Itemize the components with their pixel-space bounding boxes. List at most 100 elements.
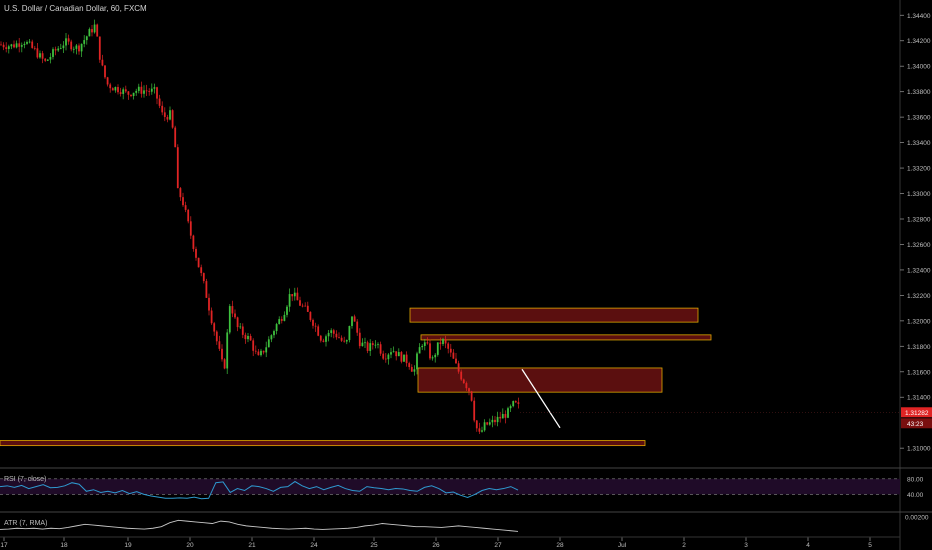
candle-body: [189, 221, 192, 236]
candle-body: [499, 416, 502, 419]
candle-body: [345, 340, 348, 342]
candle-body: [442, 339, 444, 345]
price-tag-label: 1.31282: [905, 410, 929, 417]
candle-body: [236, 317, 239, 328]
candle-body: [208, 297, 210, 311]
candle-body: [171, 110, 174, 128]
candle-body: [143, 90, 145, 94]
candle-body: [101, 59, 104, 66]
candle-body: [340, 337, 343, 341]
candle-body: [54, 49, 57, 51]
candle-body: [46, 59, 49, 61]
candle-body: [122, 89, 125, 94]
candle-body: [369, 343, 372, 351]
x-tick-label: 3: [744, 542, 748, 549]
candle-body: [280, 319, 283, 321]
x-tick-label: 27: [494, 542, 502, 549]
chart-title: U.S. Dollar / Canadian Dollar, 60, FXCM: [4, 4, 147, 13]
candle-body: [390, 352, 392, 355]
x-tick-label: 19: [124, 542, 132, 549]
candle-body: [239, 326, 242, 328]
candle-body: [481, 430, 483, 432]
candle-body: [93, 24, 96, 33]
x-tick-label: 25: [370, 542, 378, 549]
candle-body: [80, 43, 83, 52]
y-tick-label: 1.32400: [907, 267, 931, 274]
candle-body: [166, 116, 169, 120]
candle-body: [184, 205, 187, 210]
x-tick-label: 28: [556, 542, 564, 549]
candle-body: [384, 358, 387, 360]
candle-body: [130, 94, 132, 97]
candle-body: [452, 352, 455, 359]
supply-zone-2: [420, 334, 712, 341]
candle-body: [494, 419, 496, 423]
candle-body: [447, 343, 450, 349]
candle-body: [488, 422, 491, 425]
candle-body: [312, 319, 314, 326]
candle-body: [7, 46, 10, 49]
candle-body: [426, 342, 429, 344]
price-tag: [901, 407, 932, 418]
candle-body: [244, 334, 247, 340]
candle-body: [439, 342, 442, 345]
candle-body: [436, 342, 439, 355]
x-tick-label: 5: [868, 542, 872, 549]
candle-body: [265, 347, 268, 353]
candle-body: [127, 91, 130, 95]
candle-body: [33, 47, 36, 49]
y-tick-label: 1.34400: [907, 13, 931, 20]
candle-body: [78, 45, 80, 52]
candle-body: [299, 300, 301, 306]
candle-body: [161, 105, 164, 113]
candle-body: [119, 92, 122, 94]
candle-body: [10, 44, 13, 47]
candle-body: [174, 127, 177, 148]
x-tick-label: 24: [310, 542, 318, 549]
candle-body: [421, 345, 424, 348]
candle-body: [226, 332, 229, 369]
candle-body: [418, 347, 421, 354]
candle-body: [491, 419, 494, 423]
candle-body: [457, 363, 460, 372]
candle-body: [348, 325, 351, 341]
y-tick-label: 1.32600: [907, 242, 931, 249]
x-tick-label: 4: [806, 542, 810, 549]
candle-body: [104, 65, 106, 78]
y-tick-label: 1.33800: [907, 89, 931, 96]
rsi-line: [0, 480, 519, 500]
candle-body: [85, 36, 88, 41]
countdown-tag: [901, 418, 932, 429]
candle-body: [325, 336, 327, 342]
candle-body: [231, 306, 234, 314]
x-tick-label: Jul: [618, 542, 627, 549]
y-tick-label: 1.32800: [907, 216, 931, 223]
candle-body: [75, 45, 78, 49]
candle-body: [468, 388, 470, 392]
y-tick-label: 1.31800: [907, 344, 931, 351]
candle-body: [486, 422, 489, 425]
y-tick-label: 1.33000: [907, 191, 931, 198]
candle-body: [197, 257, 200, 268]
candle-body: [202, 273, 205, 282]
trendline: [521, 368, 561, 429]
candle-body: [39, 53, 41, 58]
candle-body: [483, 422, 486, 431]
candle-body: [514, 401, 517, 403]
y-tick-label: 1.34200: [907, 38, 931, 45]
candle-body: [218, 341, 221, 349]
candle-body: [501, 414, 504, 419]
candle-body: [343, 340, 346, 342]
candle-body: [374, 344, 377, 346]
candle-body: [44, 58, 47, 61]
candle-body: [304, 305, 307, 307]
y-tick-label: 1.33400: [907, 140, 931, 147]
candle-body: [5, 47, 8, 49]
x-tick-label: 17: [0, 542, 8, 549]
candle-body: [132, 92, 135, 97]
candle-body: [470, 391, 473, 401]
candle-body: [215, 331, 218, 342]
candle-body: [257, 351, 260, 356]
candle-body: [88, 29, 91, 37]
